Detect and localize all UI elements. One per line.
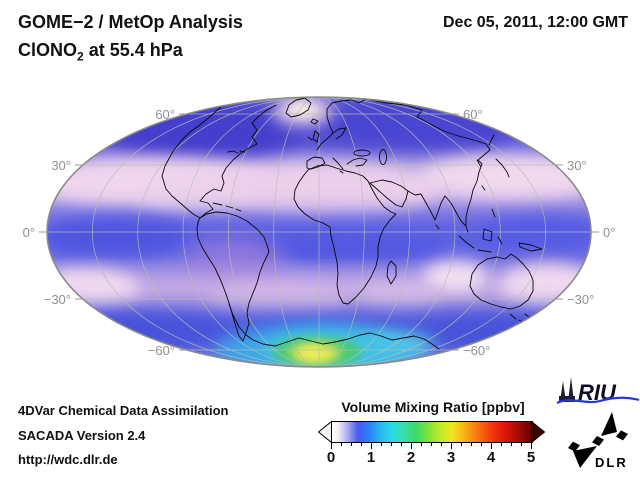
coast-south-america [196, 211, 270, 342]
data-field [47, 97, 591, 367]
colorbar: Volume Mixing Ratio [ppbv] 0 1 2 3 4 5 [318, 399, 548, 467]
lat-label-right-0: 0° [603, 225, 615, 240]
coast-europe [306, 102, 368, 174]
lat-label-right-30: 30° [567, 158, 587, 173]
footer-version: SACADA Version 2.4 [18, 428, 146, 443]
lat-label-left-0: 0° [23, 225, 35, 240]
colorbar-major-tick [331, 443, 332, 449]
colorbar-major-tick [491, 443, 492, 449]
colorbar-minor-tick [461, 443, 462, 446]
coast-antarctica [228, 303, 440, 350]
riu-logo: RIU [556, 377, 640, 405]
plot-title-line2: ClONO2 at 55.4 hPa [18, 40, 183, 64]
lat-label-right-m60: −60° [463, 343, 490, 358]
coast-north-america [161, 104, 277, 219]
colorbar-tick-label: 0 [326, 449, 336, 466]
riu-wave-icon [556, 396, 640, 405]
colorbar-minor-tick [441, 443, 442, 446]
plot-datetime: Dec 05, 2011, 12:00 GMT [443, 14, 628, 31]
colorbar-minor-tick [421, 443, 422, 446]
colorbar-minor-tick [521, 443, 522, 446]
dlr-star-icon [568, 412, 628, 468]
latitude-labels: 60° 30° 0° −30° −60° 60° 30° 0° −30° −60… [23, 107, 616, 358]
colorbar-minor-tick [381, 443, 382, 446]
colorbar-minor-tick [431, 443, 432, 446]
dlr-logo: DLR [568, 412, 628, 470]
colorbar-minor-tick [401, 443, 402, 446]
graticule [47, 97, 591, 367]
colorbar-title: Volume Mixing Ratio [ppbv] [341, 399, 525, 415]
colorbar-minor-tick [391, 443, 392, 446]
colorbar-tick-label: 4 [486, 449, 496, 466]
coastlines [161, 97, 543, 350]
colorbar-row: 0 1 2 3 4 5 [318, 421, 548, 467]
colorbar-major-tick [371, 443, 372, 449]
colorbar-tick-label: 1 [366, 449, 376, 466]
lat-label-left-m30: −30° [44, 292, 71, 307]
latitude-ticks [39, 113, 599, 351]
lat-label-left-60: 60° [155, 107, 175, 122]
lat-label-left-m60: −60° [148, 343, 175, 358]
footer-url: http://wdc.dlr.de [18, 452, 118, 467]
coast-australia [469, 253, 534, 325]
dlr-logo-text: DLR [595, 455, 628, 470]
colorbar-major-tick [531, 443, 532, 449]
coast-caribbean [212, 150, 246, 212]
colorbar-minor-tick [471, 443, 472, 446]
coast-asia [331, 98, 510, 233]
coast-greenland [285, 97, 319, 125]
lat-label-right-60: 60° [463, 107, 483, 122]
lat-label-left-30: 30° [51, 158, 71, 173]
footer-assimilation: 4DVar Chemical Data Assimilation [18, 403, 229, 418]
colorbar-major-tick [411, 443, 412, 449]
colorbar-minor-tick [361, 443, 362, 446]
colorbar-gradient-bar [331, 421, 533, 443]
lat-label-right-m30: −30° [567, 292, 594, 307]
colorbar-minor-tick [481, 443, 482, 446]
plot-title-line1: GOME−2 / MetOp Analysis [18, 12, 243, 32]
colorbar-tick-label: 3 [446, 449, 456, 466]
colorbar-tick-label: 2 [406, 449, 416, 466]
caspian-sea [379, 149, 387, 165]
coast-arabia-india [369, 179, 467, 230]
colorbar-right-arrow-icon [531, 421, 545, 443]
black-sea [353, 149, 371, 157]
colorbar-major-tick [451, 443, 452, 449]
pressure-level: at 55.4 hPa [83, 40, 183, 60]
colorbar-minor-tick [511, 443, 512, 446]
species-name: ClONO [18, 40, 78, 60]
colorbar-minor-tick [341, 443, 342, 446]
colorbar-minor-tick [501, 443, 502, 446]
coast-africa [293, 164, 397, 305]
colorbar-tick-label: 5 [526, 449, 536, 466]
coast-maritime-se-asia [458, 208, 543, 253]
colorbar-left-arrow-icon [318, 421, 332, 443]
cathedral-icon [559, 377, 575, 402]
species-subscript: 2 [77, 49, 84, 64]
colorbar-minor-tick [351, 443, 352, 446]
